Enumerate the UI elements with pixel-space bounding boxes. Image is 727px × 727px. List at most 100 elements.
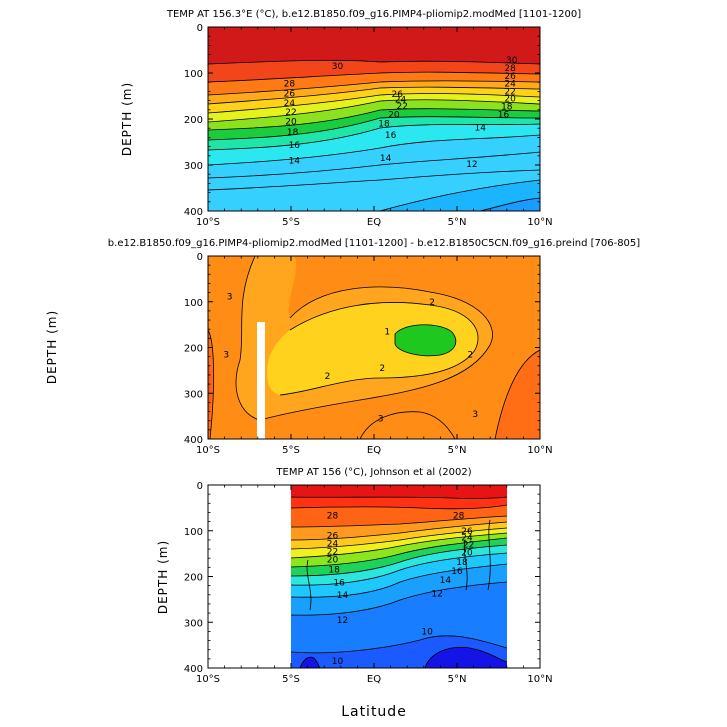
panel1-contour-label: 26 [392,90,404,100]
panel1-contour-label: 14 [380,154,392,164]
panel2-contour-label: 3 [472,410,478,420]
panel2-band-gt3 [208,330,540,439]
panel3-y-tick-label: 400 [184,664,203,675]
panel3-contour-label: 22 [327,547,338,557]
panel3-contour-label: 28 [327,512,339,522]
panel2-x-tick-label: 10°S [196,445,220,456]
panel2-x-tick-label: 5°S [282,445,300,456]
panel3-x-tick-label: 10°N [527,674,552,685]
panel3-contour-label: 24 [327,540,339,550]
panel1-filled-contours [208,27,540,211]
panel3-x-tick-label: 5°S [282,674,300,685]
panel3-y-tick-label: 300 [184,618,203,629]
panel1-y-axis-label: DEPTH (m) [120,82,134,156]
panel1-y-tick-label: 100 [184,69,203,80]
panel1-contour-label: 14 [289,156,301,166]
panel1-contour-label: 24 [395,96,407,106]
panel3-contour-label: 24 [461,534,473,544]
panel3-contour-label: 12 [337,616,348,626]
panel2-contour-label: 2 [379,364,385,374]
panel3-x-tick-label: EQ [367,674,381,685]
panel1-contour-labels: 3028262422201816143028262422201816142624… [284,56,518,170]
panel2-band-lt1 [395,324,456,356]
panel3-contour-label: 20 [461,549,473,559]
panel2-y-tick-label: 300 [184,389,203,400]
panel2-y-tick-label: 200 [184,344,203,355]
panel1-contour-label: 20 [388,110,400,120]
panel1-contour-label: 30 [332,62,344,72]
panel3-y-tick-label: 0 [197,481,203,492]
panel3-title: TEMP AT 156 (°C), Johnson et al (2002) [275,467,471,478]
panel2-missing-data-strip [257,322,265,439]
panel3-contour-label: 22 [463,540,474,550]
panel2-contour-label: 2 [429,298,435,308]
panel1-x-tick-label: 10°N [527,217,552,228]
panel1-contour-label: 22 [396,102,407,112]
panel3-contour-lines [291,496,507,668]
panel3-contour-label: 12 [431,589,442,599]
panel3-contour-label: 16 [451,567,463,577]
panel1-contour-label: 18 [287,128,299,138]
panel-difference: b.e12.B1850.f09_g16.PIMP4-pliomip2.modMe… [45,238,640,456]
panel1-contour-label: 20 [504,94,516,104]
panel1-axes: 10°S 5°S EQ 5°N 10°N 0 100 200 300 400 [184,23,553,228]
panel1-y-tick-label: 400 [184,207,203,218]
panel1-contour-lines [208,59,540,211]
panel3-filled-contours [291,485,507,668]
panel3-axes: 10°S 5°S EQ 5°N 10°N 0 100 200 300 400 [184,481,553,685]
panel3-contour-label: 20 [327,556,339,566]
panel2-y-tick-label: 400 [184,435,203,446]
panel1-contour-label: 26 [284,90,296,100]
panel3-x-tick-label: 5°N [448,674,467,685]
panel3-contour-label: 18 [328,566,340,576]
panel1-y-tick-label: 200 [184,115,203,126]
panel1-contour-label: 16 [385,131,397,141]
panel1-y-tick-label: 300 [184,161,203,172]
panel3-contour-label: 26 [327,531,339,541]
panel2-contour-label: 1 [384,327,390,337]
panel2-y-tick-label: 0 [197,252,203,263]
panel2-y-tick-label: 100 [184,298,203,309]
panel1-contour-label: 24 [284,99,296,109]
panel-observations: TEMP AT 156 (°C), Johnson et al (2002) [156,467,553,685]
panel1-contour-label: 16 [289,141,301,151]
panel2-contour-label: 3 [227,292,233,302]
panel3-contour-label: 28 [453,512,465,522]
panel2-contour-label: 2 [467,350,473,360]
panel2-x-tick-label: 5°N [448,445,467,456]
panel1-x-tick-label: 5°N [448,217,467,228]
panel2-axes: 10°S 5°S EQ 5°N 10°N 0 100 200 300 400 [184,252,553,456]
panel1-contour-label: 22 [285,108,296,118]
panel1-contour-label: 30 [506,56,518,66]
panel1-contour-label: 14 [475,123,487,133]
panel1-x-tick-label: EQ [367,217,381,228]
panel1-band-32 [208,27,540,64]
panel3-contour-label: 14 [337,591,349,601]
panel3-y-tick-label: 200 [184,573,203,584]
panel3-y-axis-label: DEPTH (m) [156,540,170,614]
panel3-contour-label: 10 [332,657,344,667]
panel2-x-tick-label: EQ [367,445,381,456]
panel2-x-tick-label: 10°N [527,445,552,456]
panel3-contour-label: 26 [461,527,473,537]
panel1-contour-label: 12 [466,160,477,170]
panel2-contour-label: 3 [378,414,384,424]
panel3-band-30 [291,485,507,499]
panel2-contour-label: 2 [325,372,331,382]
panel2-filled-contours [208,256,540,439]
panel1-contour-label: 26 [504,72,516,82]
panel2-y-axis-label: DEPTH (m) [45,310,59,384]
panel-model-temperature: TEMP AT 156.3°E (°C), b.e12.B1850.f09_g1… [120,9,581,228]
panel3-contour-label: 16 [333,578,345,588]
panel1-y-tick-label: 0 [197,23,203,34]
panel1-contour-label: 28 [284,80,296,90]
figure-x-axis-label: Latitude [341,704,407,720]
panel1-contour-label: 24 [504,80,516,90]
panel1-contour-label: 22 [504,87,515,97]
panel2-title: b.e12.B1850.f09_g16.PIMP4-pliomip2.modMe… [108,238,640,249]
panel3-contour-label: 10 [421,627,433,637]
panel3-contour-label: 14 [440,576,452,586]
panel3-contour-label: 18 [456,558,468,568]
